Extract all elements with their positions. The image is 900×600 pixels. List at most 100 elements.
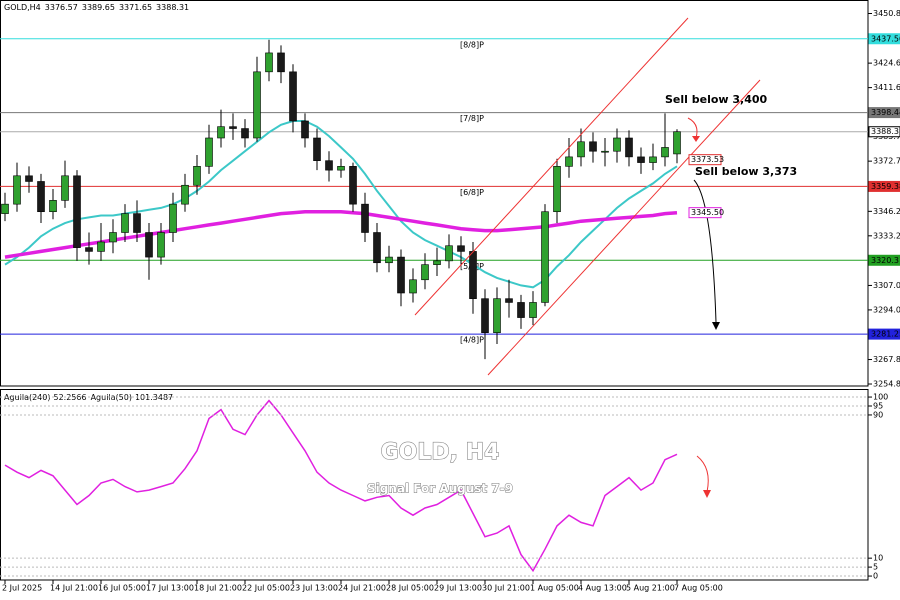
indicator-name: Aguila(240) (4, 393, 50, 402)
candle-body (97, 241, 105, 252)
candle-body (481, 298, 489, 333)
arrow-head (703, 490, 711, 498)
x-tick-label: 5 Aug 21:00 (626, 584, 675, 593)
price-panel: [8/8]P[7/8]P[6/8]P[5/8]P[4/8]PGOLD,H4337… (0, 0, 869, 581)
y-tick-label: 3307.00 (873, 281, 900, 290)
y-tick-label: 3294.05 (873, 305, 900, 314)
candle-body (253, 71, 261, 139)
y2-tick-label: 5 (873, 563, 878, 572)
x-tick-label: 4 Aug 13:00 (578, 584, 627, 593)
y-tick-label: 3333.25 (873, 231, 900, 240)
candle-body (301, 120, 309, 139)
x-tick-label: 7 Aug 05:00 (674, 584, 723, 593)
candle-body (1, 203, 9, 214)
level-name: [6/8]P (460, 188, 484, 197)
candle-body (325, 160, 333, 171)
candle-body (241, 128, 249, 139)
watermark-subtitle: Signal For August 7-9 (367, 482, 513, 496)
x-tick-label: 16 Jul 05:00 (98, 584, 146, 593)
price-box-label: 3437.50 (871, 34, 900, 43)
price-box-label: 3281.25 (871, 330, 900, 339)
watermark-title: GOLD, H4 (381, 440, 500, 465)
candle-body (217, 126, 225, 139)
candle-body (409, 279, 417, 294)
candle-body (553, 166, 561, 213)
candle-body (133, 213, 141, 233)
ohlc-value: 3371.65 (119, 3, 152, 12)
y-tick-label: 3346.20 (873, 207, 900, 216)
y-tick-label: 3267.80 (873, 355, 900, 364)
price-box (868, 328, 900, 340)
candle-body (457, 245, 465, 252)
x-tick-label: 17 Jul 13:00 (146, 584, 194, 593)
candle-body (121, 213, 129, 233)
candle-body (193, 166, 201, 186)
x-tick-label: 24 Jul 21:00 (338, 584, 386, 593)
indicator-name: Aguila(50) (91, 393, 132, 402)
annotation: Sell below 3,373 (695, 165, 797, 178)
candle-body (85, 247, 93, 252)
candle-body (181, 184, 189, 205)
y-tick-label: 3372.75 (873, 157, 900, 166)
candle-body (373, 232, 381, 264)
x-tick-label: 29 Jul 13:00 (434, 584, 482, 593)
candle-body (349, 166, 357, 205)
channel-lower (487, 79, 761, 376)
y2-tick-label: 0 (873, 572, 878, 581)
candle-body (265, 52, 273, 73)
candle-body (505, 298, 513, 303)
price-box-label: 3398.44 (871, 108, 900, 117)
arrow-head (692, 136, 700, 142)
indicator-value: 101.3487 (135, 393, 173, 402)
price-frame (0, 0, 869, 387)
candle-body (649, 156, 657, 163)
candle-body (397, 256, 405, 294)
x-tick-label: 22 Jul 05:00 (242, 584, 290, 593)
arrow (696, 455, 709, 493)
arrow (687, 117, 698, 139)
x-tick-label: 30 Jul 21:00 (482, 584, 530, 593)
y2-tick-label: 95 (873, 402, 883, 411)
candle-body (73, 175, 81, 248)
candle-body (61, 175, 69, 201)
candle-body (565, 156, 573, 167)
candle-body (109, 232, 117, 243)
candle-body (529, 302, 537, 318)
candle-body (613, 137, 621, 152)
candle-body (577, 141, 585, 158)
y2-tick-label: 90 (873, 410, 883, 419)
candle-body (289, 71, 297, 122)
level-name: [7/8]P (460, 114, 484, 123)
y-tick-label: 3254.85 (873, 380, 900, 389)
y-tick-label: 3424.60 (873, 59, 900, 68)
candle-body (37, 181, 45, 213)
oscillator-line (4, 399, 678, 573)
candle-body (673, 131, 681, 155)
candle-body (229, 126, 237, 129)
price-box (868, 107, 900, 119)
y-tick-label: 3450.85 (873, 9, 900, 18)
candle-body (385, 256, 393, 264)
y2-tick-label: 100 (873, 393, 888, 402)
price-marker-label: 3373.53 (691, 155, 724, 164)
y-tick-label: 3411.65 (873, 83, 900, 92)
candle-body (361, 203, 369, 233)
level-name: [4/8]P (460, 336, 484, 345)
y2-tick-label: 10 (873, 554, 883, 563)
price-box (868, 33, 900, 45)
price-box (868, 254, 900, 266)
candle-body (49, 200, 57, 213)
price-box-label: 3320.31 (871, 256, 900, 265)
candle-body (169, 203, 177, 233)
symbol: GOLD,H4 (4, 3, 41, 12)
candle-body (517, 302, 525, 318)
symbol-header: GOLD,H4 3376.57 3389.65 3371.65 3388.31 (4, 3, 189, 12)
x-tick-label: 23 Jul 13:00 (290, 584, 338, 593)
candle-body (13, 175, 21, 205)
arrow (693, 179, 717, 323)
candle-body (205, 137, 213, 167)
candle-body (493, 298, 501, 333)
candle-body (277, 52, 285, 73)
